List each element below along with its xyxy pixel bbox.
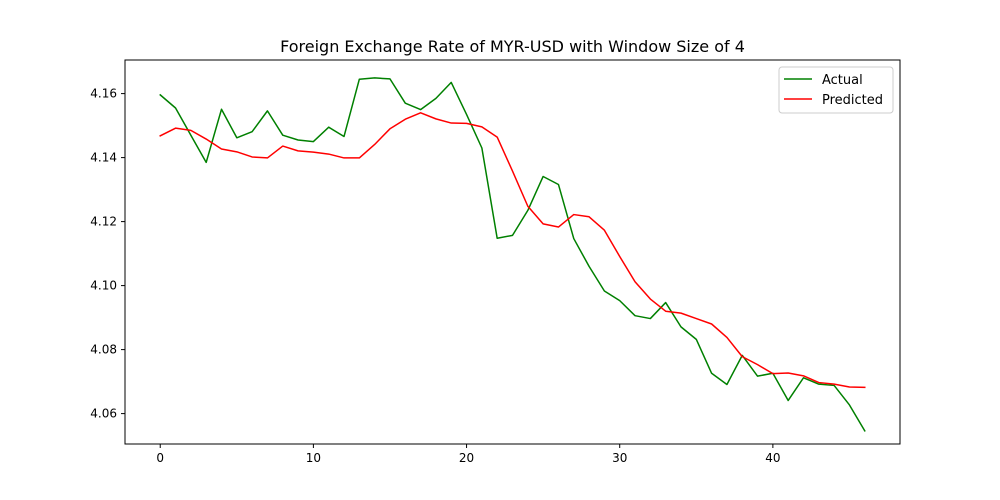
legend-label-actual: Actual <box>822 73 863 88</box>
x-tick-label: 20 <box>459 451 474 465</box>
y-tick-label: 4.14 <box>90 151 117 165</box>
plot-frame <box>124 59 901 445</box>
series-line-predicted <box>159 112 866 389</box>
x-tick-label: 40 <box>765 451 780 465</box>
series-layer <box>159 77 866 432</box>
y-tick-label: 4.12 <box>90 215 117 229</box>
y-tick-label: 4.08 <box>90 343 117 357</box>
x-tick-label: 30 <box>612 451 627 465</box>
x-tick-label: 10 <box>306 451 321 465</box>
legend: Actual Predicted <box>778 66 894 114</box>
y-tick-label: 4.16 <box>90 87 117 101</box>
x-axis-ticks: 0 10 20 30 40 <box>156 444 781 465</box>
y-tick-label: 4.06 <box>90 407 117 421</box>
x-tick-label: 0 <box>156 451 164 465</box>
legend-label-predicted: Predicted <box>822 93 883 108</box>
series-line-actual <box>159 77 866 432</box>
chart-title: Foreign Exchange Rate of MYR-USD with Wi… <box>280 37 745 56</box>
y-axis-ticks: 4.06 4.08 4.10 4.12 4.14 4.16 <box>90 87 125 421</box>
y-tick-label: 4.10 <box>90 279 117 293</box>
